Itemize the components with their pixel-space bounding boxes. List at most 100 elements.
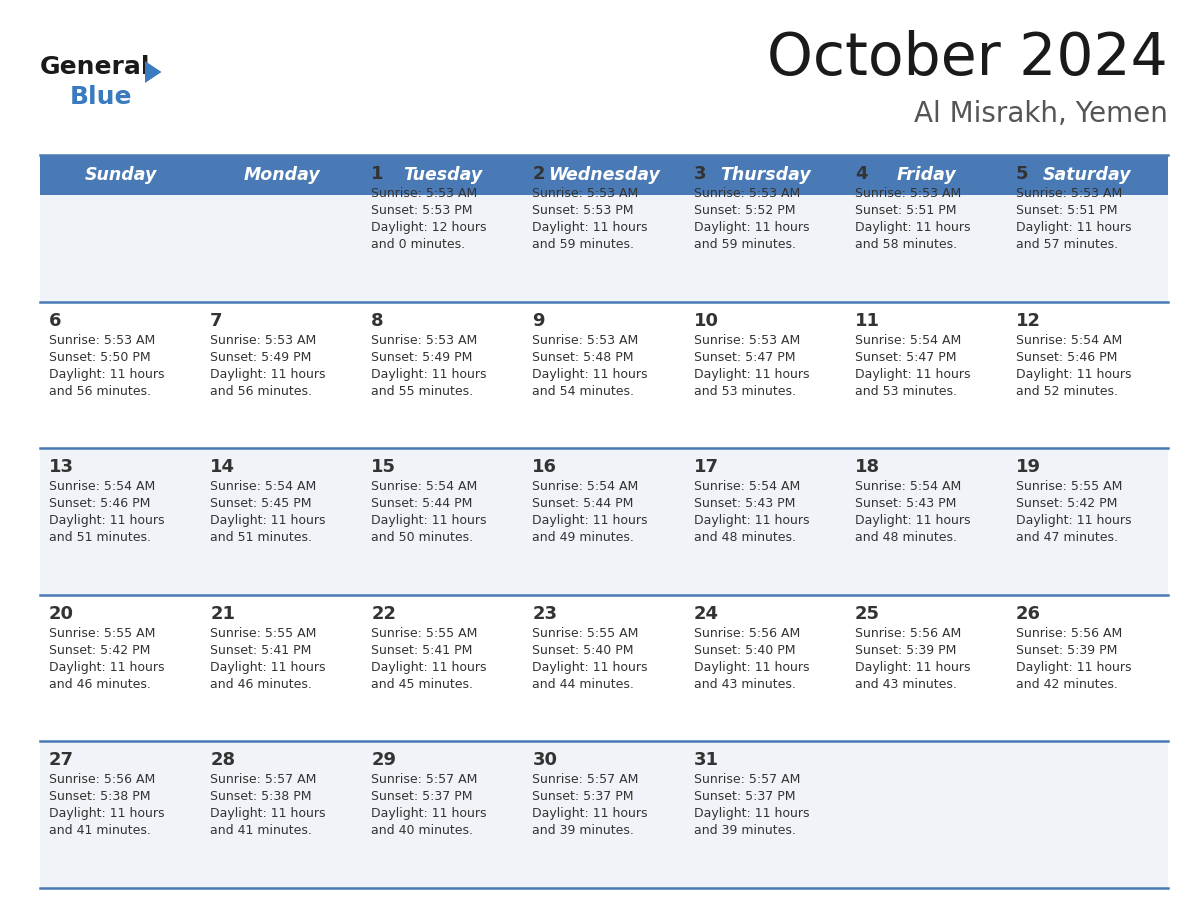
- Text: Sunrise: 5:56 AM: Sunrise: 5:56 AM: [1016, 627, 1123, 640]
- Text: 12: 12: [1016, 311, 1041, 330]
- Text: and 54 minutes.: and 54 minutes.: [532, 385, 634, 397]
- Text: Sunday: Sunday: [84, 166, 157, 184]
- Text: Monday: Monday: [244, 166, 320, 184]
- Text: and 56 minutes.: and 56 minutes.: [49, 385, 151, 397]
- Text: Sunrise: 5:53 AM: Sunrise: 5:53 AM: [532, 187, 639, 200]
- Text: Daylight: 11 hours: Daylight: 11 hours: [49, 367, 164, 381]
- Text: Daylight: 12 hours: Daylight: 12 hours: [372, 221, 487, 234]
- Text: Daylight: 11 hours: Daylight: 11 hours: [372, 514, 487, 527]
- Text: Sunset: 5:43 PM: Sunset: 5:43 PM: [694, 498, 795, 510]
- Text: Sunrise: 5:54 AM: Sunrise: 5:54 AM: [210, 480, 316, 493]
- Text: 22: 22: [372, 605, 397, 622]
- Text: 28: 28: [210, 752, 235, 769]
- Text: Sunset: 5:41 PM: Sunset: 5:41 PM: [210, 644, 311, 656]
- Text: 15: 15: [372, 458, 397, 476]
- Text: Sunrise: 5:53 AM: Sunrise: 5:53 AM: [372, 187, 478, 200]
- Text: Al Misrakh, Yemen: Al Misrakh, Yemen: [914, 100, 1168, 128]
- Text: and 48 minutes.: and 48 minutes.: [694, 532, 796, 544]
- Text: Daylight: 11 hours: Daylight: 11 hours: [372, 367, 487, 381]
- Text: Sunrise: 5:53 AM: Sunrise: 5:53 AM: [694, 333, 800, 347]
- Polygon shape: [145, 61, 162, 83]
- Text: 13: 13: [49, 458, 74, 476]
- Text: Daylight: 11 hours: Daylight: 11 hours: [210, 661, 326, 674]
- Text: and 40 minutes.: and 40 minutes.: [372, 824, 473, 837]
- Text: Sunrise: 5:57 AM: Sunrise: 5:57 AM: [372, 773, 478, 787]
- Text: and 55 minutes.: and 55 minutes.: [372, 385, 473, 397]
- Text: Sunset: 5:51 PM: Sunset: 5:51 PM: [854, 204, 956, 217]
- Text: Sunset: 5:47 PM: Sunset: 5:47 PM: [694, 351, 795, 364]
- Text: and 53 minutes.: and 53 minutes.: [854, 385, 956, 397]
- Text: Daylight: 11 hours: Daylight: 11 hours: [694, 221, 809, 234]
- Text: Daylight: 11 hours: Daylight: 11 hours: [532, 514, 647, 527]
- Text: and 58 minutes.: and 58 minutes.: [854, 238, 956, 251]
- Text: 27: 27: [49, 752, 74, 769]
- Text: and 46 minutes.: and 46 minutes.: [210, 677, 312, 691]
- Text: General: General: [40, 55, 151, 79]
- Text: and 48 minutes.: and 48 minutes.: [854, 532, 956, 544]
- Text: Daylight: 11 hours: Daylight: 11 hours: [1016, 367, 1131, 381]
- Text: 31: 31: [694, 752, 719, 769]
- Text: 4: 4: [854, 165, 867, 183]
- Text: Wednesday: Wednesday: [548, 166, 661, 184]
- Text: Daylight: 11 hours: Daylight: 11 hours: [1016, 221, 1131, 234]
- Text: and 43 minutes.: and 43 minutes.: [694, 677, 796, 691]
- Text: 23: 23: [532, 605, 557, 622]
- Text: Daylight: 11 hours: Daylight: 11 hours: [532, 808, 647, 821]
- Bar: [40, 595, 1168, 742]
- Text: 20: 20: [49, 605, 74, 622]
- Text: Daylight: 11 hours: Daylight: 11 hours: [210, 808, 326, 821]
- Text: and 43 minutes.: and 43 minutes.: [854, 677, 956, 691]
- Text: Sunrise: 5:56 AM: Sunrise: 5:56 AM: [49, 773, 156, 787]
- Text: and 39 minutes.: and 39 minutes.: [532, 824, 634, 837]
- Text: Sunrise: 5:54 AM: Sunrise: 5:54 AM: [694, 480, 800, 493]
- Text: Sunset: 5:44 PM: Sunset: 5:44 PM: [372, 498, 473, 510]
- Text: and 0 minutes.: and 0 minutes.: [372, 238, 466, 251]
- Text: and 41 minutes.: and 41 minutes.: [49, 824, 151, 837]
- Text: and 52 minutes.: and 52 minutes.: [1016, 385, 1118, 397]
- Text: 14: 14: [210, 458, 235, 476]
- Text: Daylight: 11 hours: Daylight: 11 hours: [694, 808, 809, 821]
- Text: and 56 minutes.: and 56 minutes.: [210, 385, 312, 397]
- Text: and 49 minutes.: and 49 minutes.: [532, 532, 634, 544]
- Text: Sunset: 5:41 PM: Sunset: 5:41 PM: [372, 644, 473, 656]
- Text: Daylight: 11 hours: Daylight: 11 hours: [49, 808, 164, 821]
- Text: Daylight: 11 hours: Daylight: 11 hours: [694, 661, 809, 674]
- Text: Sunrise: 5:55 AM: Sunrise: 5:55 AM: [49, 627, 156, 640]
- Text: Sunset: 5:37 PM: Sunset: 5:37 PM: [532, 790, 634, 803]
- Text: Daylight: 11 hours: Daylight: 11 hours: [694, 367, 809, 381]
- Text: Daylight: 11 hours: Daylight: 11 hours: [372, 661, 487, 674]
- Text: Daylight: 11 hours: Daylight: 11 hours: [210, 367, 326, 381]
- Text: Sunrise: 5:57 AM: Sunrise: 5:57 AM: [210, 773, 316, 787]
- Text: Sunset: 5:49 PM: Sunset: 5:49 PM: [372, 351, 473, 364]
- Bar: [40, 742, 1168, 888]
- Text: Sunset: 5:38 PM: Sunset: 5:38 PM: [210, 790, 311, 803]
- Text: Sunrise: 5:56 AM: Sunrise: 5:56 AM: [694, 627, 800, 640]
- Text: and 57 minutes.: and 57 minutes.: [1016, 238, 1118, 251]
- Text: Sunrise: 5:53 AM: Sunrise: 5:53 AM: [372, 333, 478, 347]
- Text: October 2024: October 2024: [767, 30, 1168, 87]
- Text: Sunrise: 5:53 AM: Sunrise: 5:53 AM: [210, 333, 316, 347]
- Text: and 46 minutes.: and 46 minutes.: [49, 677, 151, 691]
- Text: 25: 25: [854, 605, 880, 622]
- Text: and 47 minutes.: and 47 minutes.: [1016, 532, 1118, 544]
- Text: 5: 5: [1016, 165, 1029, 183]
- Text: Sunrise: 5:56 AM: Sunrise: 5:56 AM: [854, 627, 961, 640]
- Text: Tuesday: Tuesday: [403, 166, 482, 184]
- Text: Thursday: Thursday: [720, 166, 810, 184]
- Text: and 41 minutes.: and 41 minutes.: [210, 824, 312, 837]
- Text: Sunrise: 5:53 AM: Sunrise: 5:53 AM: [49, 333, 156, 347]
- Text: Sunset: 5:50 PM: Sunset: 5:50 PM: [49, 351, 151, 364]
- Text: Sunrise: 5:54 AM: Sunrise: 5:54 AM: [854, 333, 961, 347]
- Text: Sunrise: 5:53 AM: Sunrise: 5:53 AM: [694, 187, 800, 200]
- Text: Sunrise: 5:54 AM: Sunrise: 5:54 AM: [532, 480, 639, 493]
- Text: Sunrise: 5:55 AM: Sunrise: 5:55 AM: [372, 627, 478, 640]
- Text: Sunset: 5:52 PM: Sunset: 5:52 PM: [694, 204, 795, 217]
- Text: Daylight: 11 hours: Daylight: 11 hours: [49, 661, 164, 674]
- Text: Sunset: 5:40 PM: Sunset: 5:40 PM: [532, 644, 634, 656]
- Text: 21: 21: [210, 605, 235, 622]
- Text: Sunset: 5:40 PM: Sunset: 5:40 PM: [694, 644, 795, 656]
- Text: Sunrise: 5:55 AM: Sunrise: 5:55 AM: [1016, 480, 1123, 493]
- Text: Daylight: 11 hours: Daylight: 11 hours: [532, 221, 647, 234]
- Text: Sunset: 5:37 PM: Sunset: 5:37 PM: [694, 790, 795, 803]
- Text: Sunset: 5:43 PM: Sunset: 5:43 PM: [854, 498, 956, 510]
